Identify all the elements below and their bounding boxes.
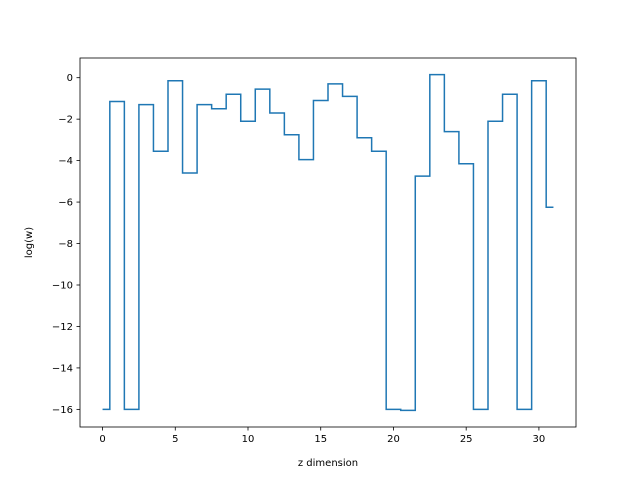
- y-tick-label: −14: [52, 363, 73, 374]
- plot-area: [102, 73, 554, 412]
- x-tick-label: 0: [99, 434, 105, 445]
- y-tick-label: −16: [52, 405, 73, 416]
- y-axis-label: log(w): [24, 227, 35, 258]
- x-tick-label: 5: [172, 434, 178, 445]
- series-line-0: [102, 73, 554, 412]
- y-tick-label: −6: [58, 198, 73, 209]
- y-tick-label: −2: [58, 115, 73, 126]
- y-axis: 0 −2 −4 −6 −8 −10 −12 −14 −16: [52, 73, 80, 416]
- x-tick-label: 30: [533, 434, 546, 445]
- x-axis: 0 5 10 15 20 25 30: [99, 427, 545, 445]
- y-tick-label: 0: [67, 73, 73, 84]
- x-tick-label: 20: [387, 434, 400, 445]
- y-tick-label: −10: [52, 280, 73, 291]
- x-tick-label: 10: [242, 434, 255, 445]
- y-tick-label: −8: [58, 239, 73, 250]
- axes-frame: [79, 57, 577, 428]
- x-tick-label: 15: [314, 434, 327, 445]
- x-tick-label: 25: [460, 434, 473, 445]
- x-axis-label: z dimension: [298, 458, 358, 469]
- y-tick-label: −12: [52, 322, 73, 333]
- y-tick-label: −4: [58, 156, 73, 167]
